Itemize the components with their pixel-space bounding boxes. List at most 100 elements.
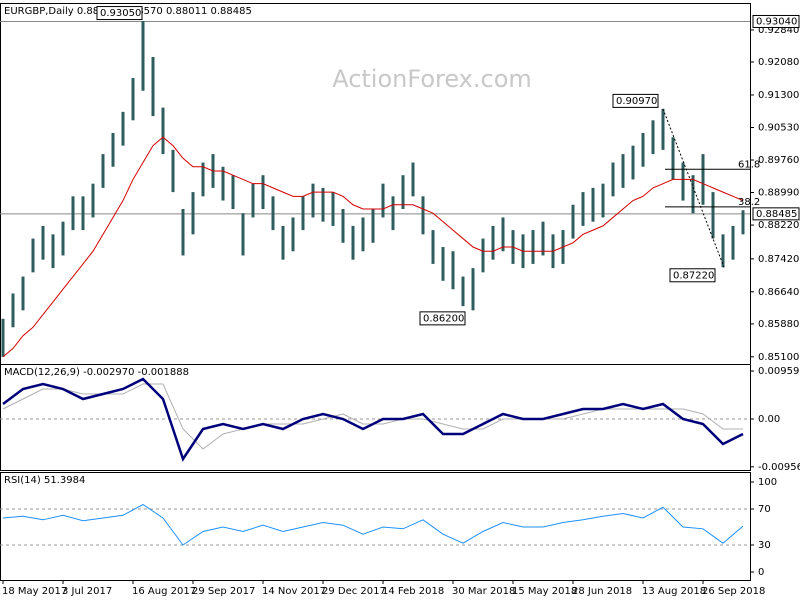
price-bar	[591, 187, 595, 222]
price-label: 0.93040	[756, 16, 797, 27]
price-label-box	[752, 14, 800, 28]
panel-frame	[0, 364, 751, 471]
x-tick-label: 18 May 2017	[2, 586, 67, 597]
price-bar	[531, 230, 535, 264]
moving-average	[2, 136, 744, 358]
annotation-box	[612, 93, 659, 108]
y-tick-label: 70	[758, 504, 771, 515]
price-bar	[701, 154, 705, 205]
x-tick-label: 29 Sep 2017	[192, 586, 255, 597]
x-tick-label: 13 Aug 2018	[642, 586, 706, 597]
price-bar	[631, 145, 635, 180]
price-bar	[111, 132, 115, 167]
price-bar	[501, 217, 505, 252]
x-tick-label: 3 Jul 2017	[62, 586, 112, 597]
price-bar	[651, 120, 655, 155]
annotation-label: 0.90970	[616, 96, 657, 107]
price-bar	[451, 251, 455, 290]
price-bar	[681, 162, 685, 201]
price-bar	[121, 111, 125, 146]
y-tick-label: 0	[758, 567, 764, 578]
y-tick-label: 0.87420	[758, 254, 799, 265]
panel-title: MACD(12,26,9) -0.002970 -0.001888	[4, 367, 189, 378]
y-tick-label: 0.85100	[758, 352, 799, 363]
annotation-label: 0.93050	[100, 8, 141, 19]
fib-label: 38.2	[738, 197, 760, 208]
price-bar	[381, 183, 385, 218]
price-bar	[321, 187, 325, 222]
x-tick-label: 26 Sep 2018	[702, 586, 765, 597]
price-bar	[261, 175, 265, 209]
panel-title: RSI(14) 51.3984	[4, 475, 85, 486]
indicator-line	[2, 377, 744, 462]
y-tick-label: 0.85880	[758, 319, 799, 330]
price-bar	[151, 56, 155, 117]
price-bar	[231, 175, 235, 209]
y-tick-label: 100	[758, 477, 777, 488]
annotation-label: 0.87220	[673, 270, 714, 281]
price-bar	[61, 221, 65, 256]
price-bar	[691, 175, 695, 214]
y-tick-label: 0.00	[758, 414, 780, 425]
y-tick-label: 0.92840	[758, 25, 799, 36]
price-bar	[41, 225, 45, 260]
price-bar	[401, 175, 405, 209]
trend-line	[662, 108, 725, 268]
annotation-box	[419, 311, 466, 326]
y-tick-label: 0.86640	[758, 287, 799, 298]
price-bar	[181, 208, 185, 256]
price-bar	[741, 210, 745, 235]
price-bar	[471, 268, 475, 311]
price-bar	[491, 225, 495, 260]
price-bar	[611, 162, 615, 197]
price-bar	[11, 293, 15, 328]
price-bar	[331, 192, 335, 226]
price-bar	[301, 196, 305, 231]
x-tick-label: 28 Jun 2018	[572, 586, 632, 597]
y-tick-label: 0.91300	[758, 90, 799, 101]
price-bar	[541, 221, 545, 256]
price-bar	[371, 208, 375, 243]
price-bar	[1, 318, 5, 357]
price-bar	[661, 108, 665, 150]
watermark: ActionForex.com	[332, 65, 532, 93]
price-bar	[351, 225, 355, 260]
x-tick-label: 30 Mar 2018	[452, 586, 515, 597]
x-tick-label: 29 Dec 2017	[322, 586, 386, 597]
price-bar	[291, 217, 295, 252]
price-bar	[21, 276, 25, 311]
price-bar	[711, 192, 715, 239]
price-bar	[421, 196, 425, 235]
price-bar	[601, 183, 605, 218]
price-bar	[621, 154, 625, 188]
price-bar	[281, 225, 285, 260]
annotation-box	[96, 6, 143, 21]
price-bar	[391, 196, 395, 231]
price-bar	[731, 225, 735, 260]
price-bar	[671, 137, 675, 180]
x-tick-label: 15 May 2018	[512, 586, 577, 597]
price-bar	[461, 276, 465, 307]
price-bar	[31, 238, 35, 273]
price-bar	[171, 149, 175, 193]
y-tick-label: -0.009562	[758, 462, 800, 473]
annotation-label: 0.86200	[423, 313, 464, 324]
y-tick-label: 30	[758, 540, 771, 551]
price-label: 0.88485	[756, 209, 797, 220]
price-bar	[131, 78, 135, 121]
price-bar	[721, 234, 725, 268]
price-bar	[191, 192, 195, 235]
price-bar	[161, 107, 165, 155]
panel-frame	[0, 472, 751, 581]
y-tick-label: 0.92080	[758, 57, 799, 68]
indicator-line	[2, 503, 744, 546]
price-label-box	[752, 207, 800, 221]
y-tick-label: 0.88990	[758, 188, 799, 199]
price-bar	[241, 213, 245, 256]
price-bar	[271, 196, 275, 231]
price-bar	[251, 183, 255, 218]
price-bar	[141, 21, 145, 91]
x-tick-label: 14 Feb 2018	[382, 586, 444, 597]
price-bar	[91, 183, 95, 218]
